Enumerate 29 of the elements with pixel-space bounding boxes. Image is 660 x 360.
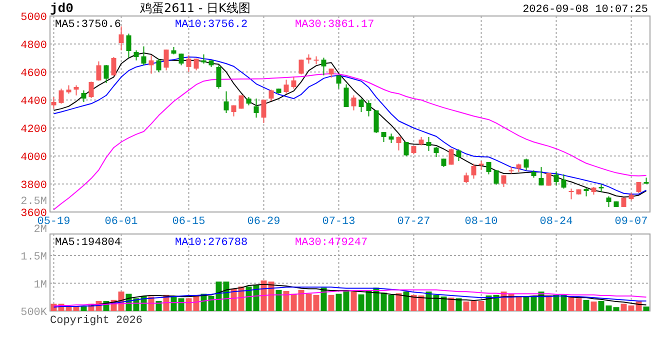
y-tick-label: 4400 — [20, 96, 47, 108]
y-tick-label: 4200 — [20, 124, 47, 136]
text: Copyright 2026 — [50, 315, 142, 327]
x-tick-label: 08-24 — [540, 216, 574, 228]
text: MA30:479247 — [295, 237, 368, 249]
text: MA10:276788 — [175, 237, 248, 249]
x-tick-label: 07-27 — [397, 216, 430, 228]
x-tick-label: 06-15 — [172, 216, 206, 228]
y-tick-label: 500K — [20, 307, 48, 319]
text: MA5:194804 — [55, 237, 122, 249]
x-tick-label: 07-13 — [322, 216, 356, 228]
x-tick-label: 08-10 — [464, 216, 498, 228]
x-tick-label: 09-07 — [614, 216, 648, 228]
y-tick-label: 2.5M — [20, 196, 47, 208]
y-tick-label: 1.5M — [20, 252, 47, 264]
chart-subtitle: 鸡蛋2611 - 日K线图 — [139, 1, 250, 15]
x-tick-label: 06-01 — [104, 216, 138, 228]
text: MA5:3750.6 — [55, 19, 122, 31]
annotation: 2026-09-08 10:07:25 — [522, 4, 648, 16]
y-tick-label: 4000 — [20, 152, 47, 164]
x-tick-label: 06-29 — [247, 216, 280, 228]
chart-title: jd0 — [50, 1, 74, 16]
y-tick-label: 4600 — [20, 68, 47, 80]
text: MA30:3861.17 — [295, 19, 374, 31]
y-tick-label: 4800 — [20, 40, 47, 52]
text: MA10:3756.2 — [175, 19, 248, 31]
y-tick-label: 3800 — [20, 180, 47, 192]
y-tick-label: 1M — [34, 279, 47, 292]
y-tick-label: 5000 — [20, 12, 47, 24]
